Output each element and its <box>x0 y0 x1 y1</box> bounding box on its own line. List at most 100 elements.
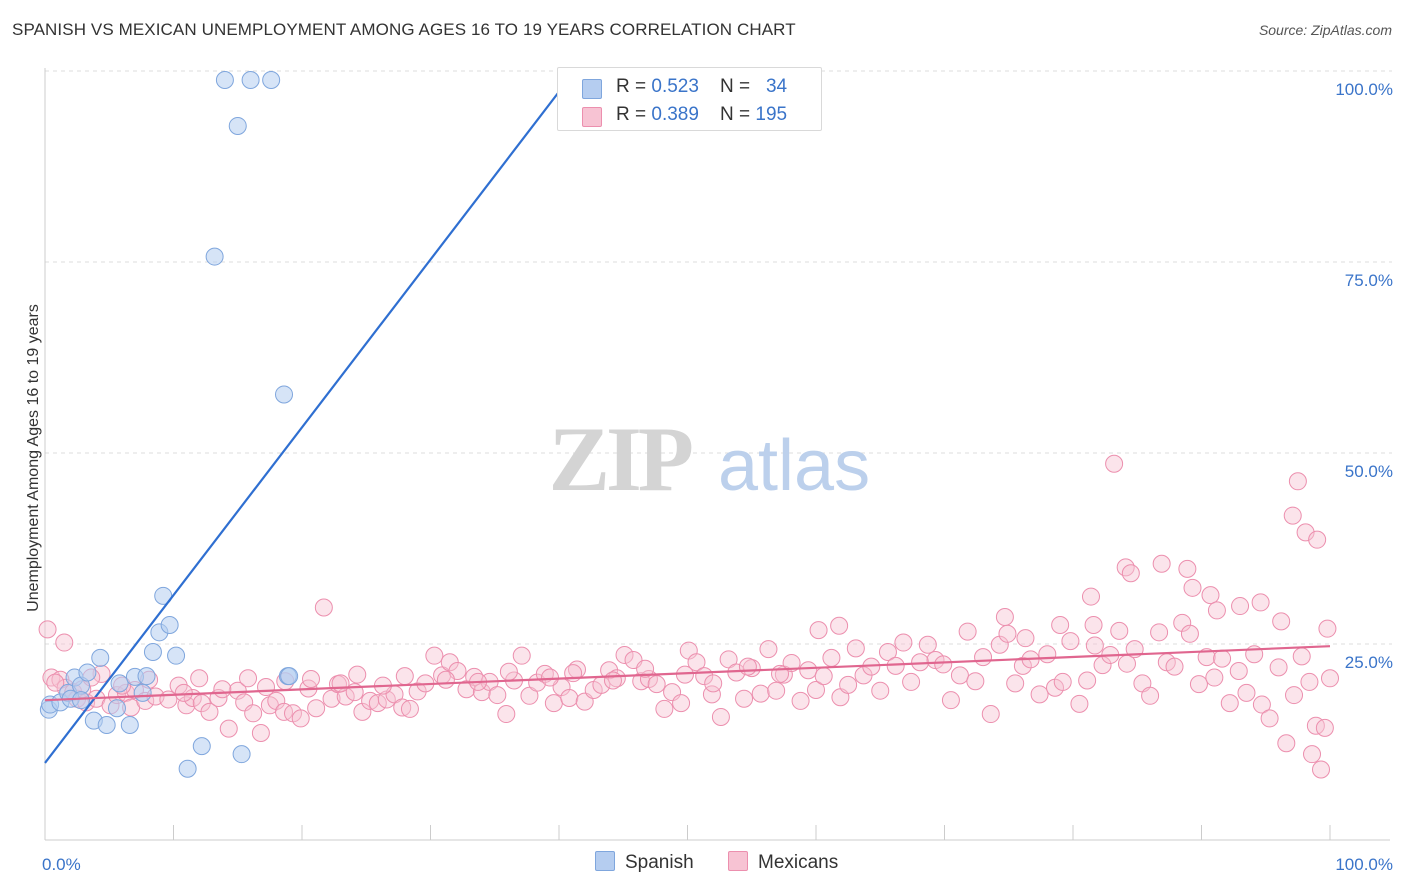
mexicans-point <box>251 724 270 743</box>
mexicans-point <box>1285 686 1304 705</box>
mexicans-point <box>348 665 367 684</box>
mexicans-point <box>995 608 1014 627</box>
mexicans-point <box>46 673 65 692</box>
mexicans-point <box>871 681 890 700</box>
legend-n-value-mexicans: 195 <box>755 104 788 125</box>
mexicans-point <box>174 683 193 702</box>
spanish-point <box>205 247 224 266</box>
mexicans-point <box>1283 506 1302 525</box>
mexicans-point <box>257 678 276 697</box>
mexicans-point <box>966 672 985 691</box>
mexicans-point <box>636 659 655 678</box>
y-axis-label: Unemployment Among Ages 16 to 19 years <box>25 304 42 612</box>
spanish-point <box>143 643 162 662</box>
mexicans-point <box>782 653 801 672</box>
mexicans-point <box>1061 632 1080 651</box>
mexicans-point <box>244 704 263 723</box>
spanish-point <box>192 737 211 756</box>
mexicans-point <box>544 694 563 713</box>
mexicans-point <box>941 691 960 710</box>
mexicans-point <box>675 665 694 684</box>
mexicans-point <box>799 661 818 680</box>
mexicans-point <box>425 646 444 665</box>
mexicans-point <box>331 674 350 693</box>
mexicans-point <box>393 698 412 717</box>
mexicans-point <box>981 705 1000 724</box>
spanish-point <box>215 71 234 89</box>
mexicans-point <box>499 662 518 681</box>
mexicans-point <box>1251 593 1270 612</box>
mexicans-point <box>807 680 825 699</box>
mexicans-point <box>560 688 579 707</box>
bottom-legend-mexicans[interactable]: Mexicans <box>728 851 838 874</box>
spanish-point <box>178 759 197 778</box>
legend-n-value-spanish: 34 <box>765 76 788 97</box>
mexicans-point <box>291 709 310 728</box>
mexicans-swatch <box>728 851 748 871</box>
mexicans-points <box>38 454 1339 779</box>
mexicans-point <box>400 699 419 718</box>
mexicans-point <box>1272 612 1291 631</box>
mexicans-point <box>711 707 730 726</box>
mexicans-point <box>751 684 770 703</box>
mexicans-point <box>1150 623 1169 642</box>
mexicans-point <box>1110 621 1129 640</box>
mexicans-point <box>1201 586 1220 605</box>
mexicans-point <box>1085 636 1104 655</box>
y-tick-label: 50.0% <box>1345 462 1393 481</box>
mexicans-point <box>1260 709 1279 728</box>
mexicans-point <box>159 690 178 709</box>
spanish-point <box>91 648 110 667</box>
spanish-swatch <box>595 851 615 871</box>
mexicans-point <box>687 653 706 672</box>
mexicans-point <box>809 621 828 640</box>
mexicans-point <box>497 705 516 724</box>
spanish-trend-line <box>44 79 569 764</box>
mexicans-point <box>1277 734 1296 753</box>
spanish-swatch <box>582 79 602 99</box>
mexicans-point <box>791 691 810 710</box>
y-tick-label: 100.0% <box>1335 80 1393 99</box>
mexicans-point <box>1081 587 1100 606</box>
mexicans-swatch <box>582 107 602 127</box>
spanish-point <box>160 616 179 635</box>
mexicans-point <box>830 616 849 635</box>
mexicans-point <box>814 667 833 686</box>
bottom-legend-spanish-label: Spanish <box>625 852 694 873</box>
mexicans-point <box>436 670 455 689</box>
watermark-zip: ZIP <box>549 408 692 510</box>
mexicans-point <box>1288 472 1307 491</box>
mexicans-point <box>1207 601 1226 620</box>
mexicans-point <box>1016 629 1035 648</box>
x-tick-label: 0.0% <box>42 855 81 874</box>
mexicans-point <box>1141 686 1160 705</box>
y-tick-label: 75.0% <box>1345 271 1393 290</box>
mexicans-point <box>239 669 258 688</box>
mexicans-point <box>1237 683 1256 702</box>
mexicans-point <box>1315 718 1334 737</box>
mexicans-point <box>1296 523 1315 542</box>
mexicans-point <box>1303 745 1322 764</box>
mexicans-point <box>314 598 333 617</box>
bottom-legend-spanish[interactable]: Spanish <box>595 851 694 874</box>
mexicans-point <box>38 620 57 639</box>
spanish-point <box>78 663 97 682</box>
mexicans-point <box>200 702 219 721</box>
mexicans-point <box>1292 647 1311 666</box>
mexicans-point <box>1165 657 1184 676</box>
mexicans-point <box>1220 694 1239 713</box>
grid-lines <box>45 70 1392 645</box>
mexicans-point <box>950 666 969 685</box>
spanish-point <box>228 116 247 135</box>
mexicans-point <box>1269 658 1288 677</box>
mexicans-point <box>1213 649 1232 668</box>
mexicans-point <box>958 622 977 641</box>
mexicans-point <box>918 635 937 654</box>
x-tick-labels: 0.0% 100.0% <box>42 855 1393 874</box>
spanish-point <box>167 646 186 665</box>
mexicans-point <box>1312 760 1331 779</box>
mexicans-point <box>1189 675 1208 694</box>
chart-title: SPANISH VS MEXICAN UNEMPLOYMENT AMONG AG… <box>12 20 796 39</box>
spanish-point <box>275 385 294 404</box>
